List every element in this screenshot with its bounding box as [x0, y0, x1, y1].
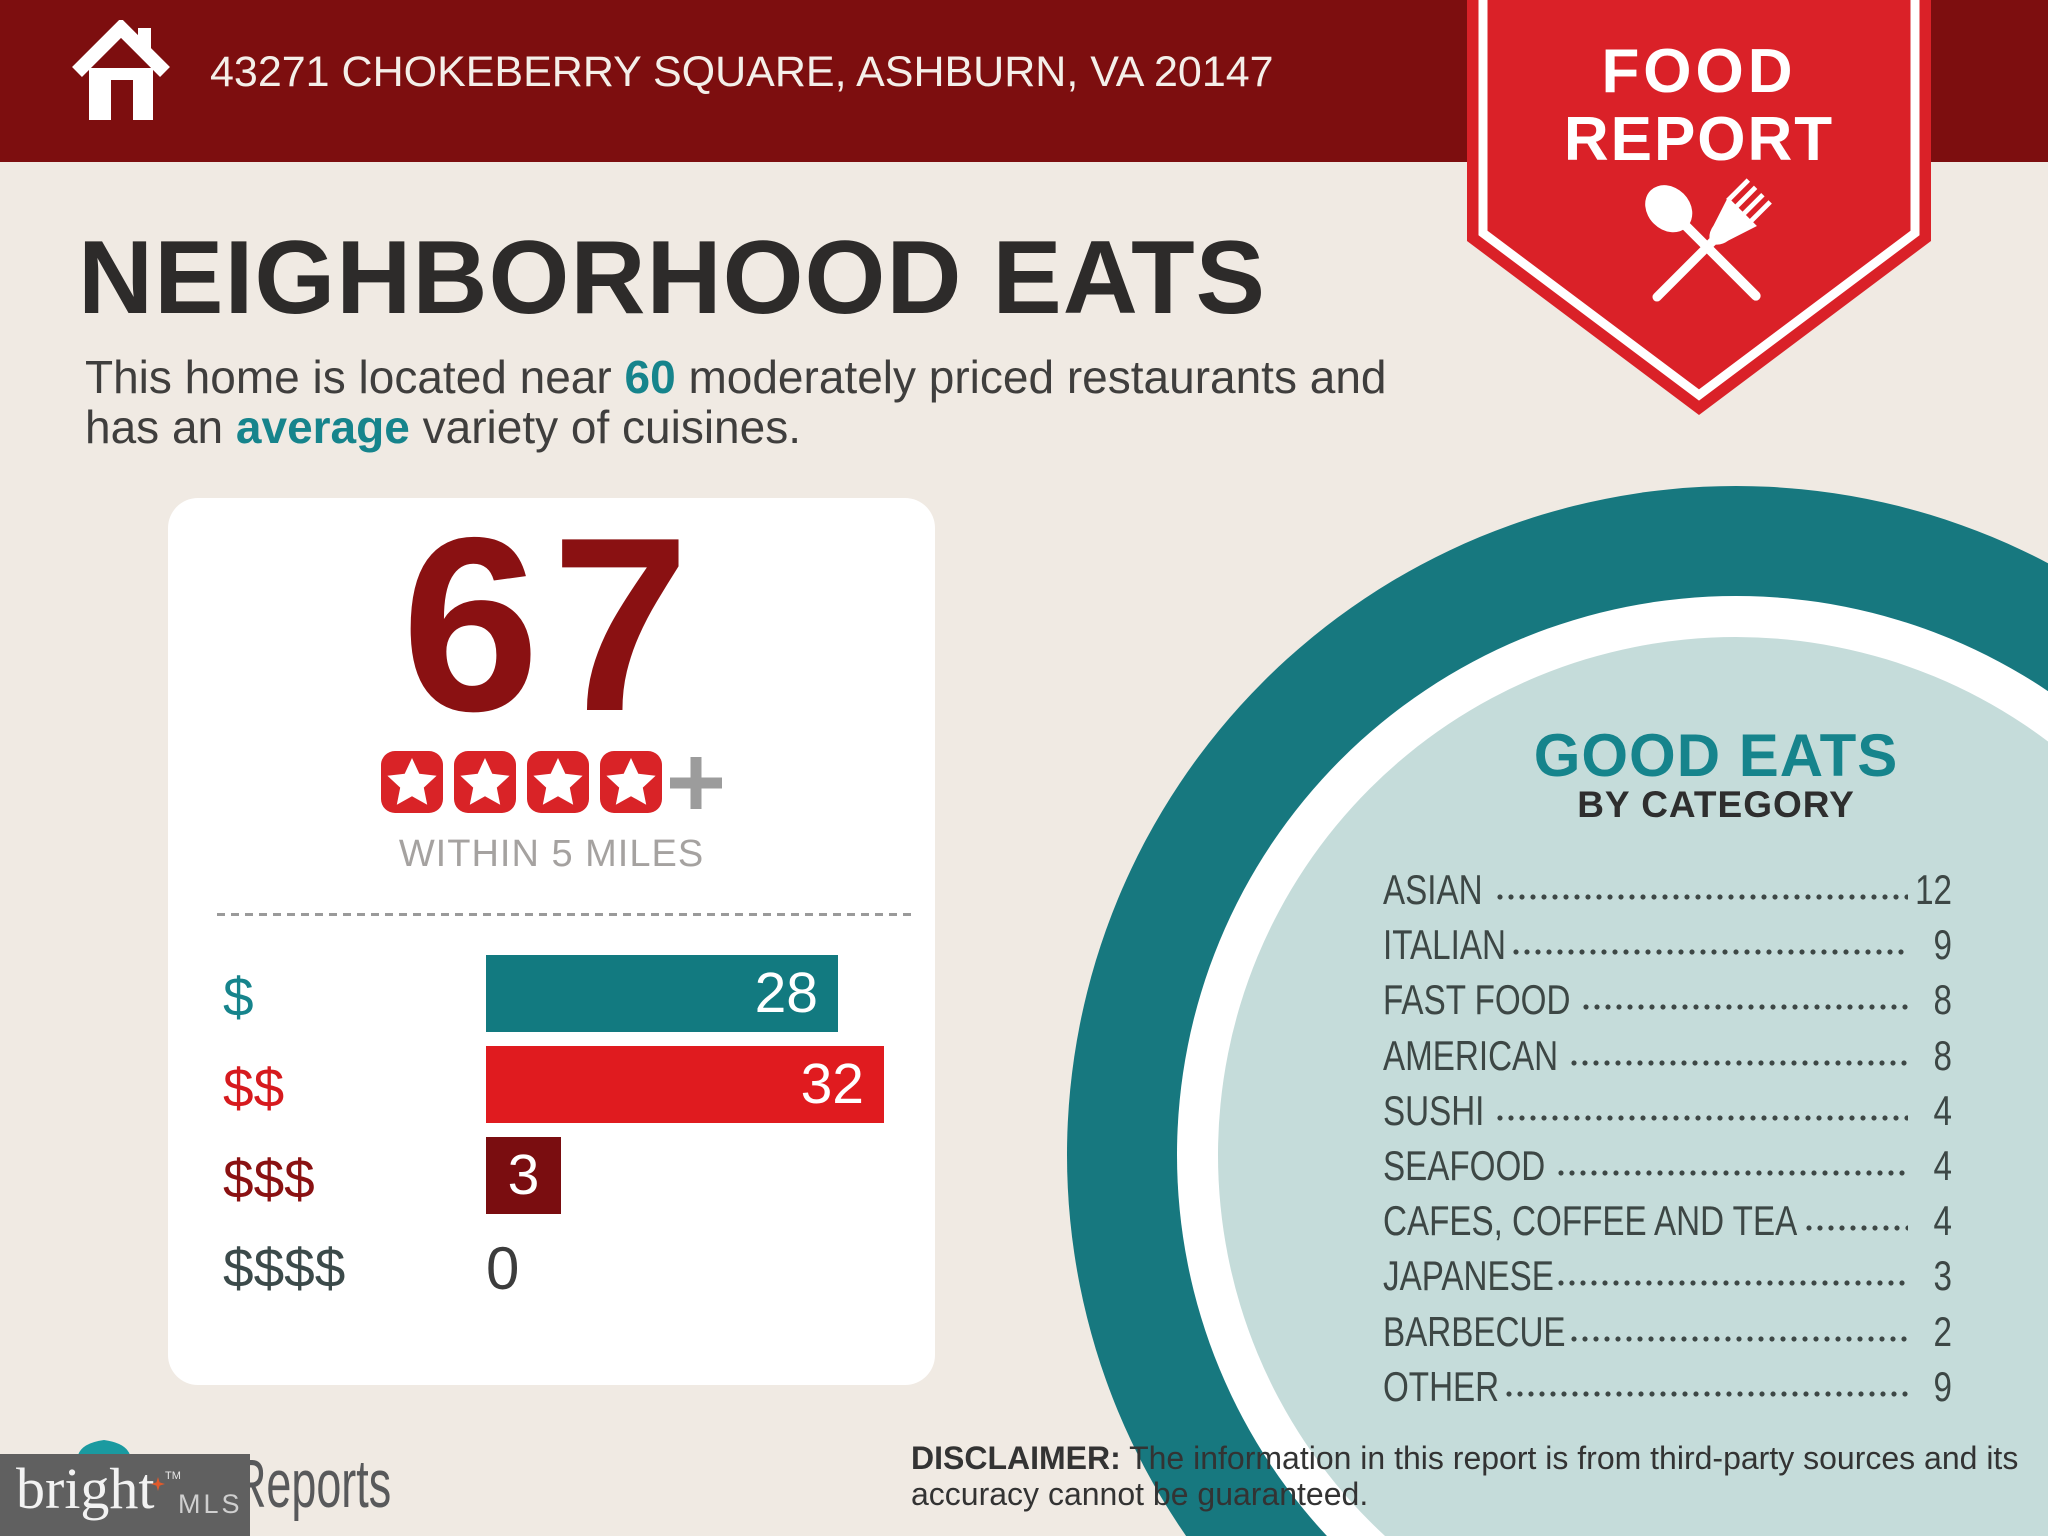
svg-text:REPORT: REPORT — [1564, 105, 1834, 174]
svg-text:FOOD: FOOD — [1601, 37, 1796, 106]
